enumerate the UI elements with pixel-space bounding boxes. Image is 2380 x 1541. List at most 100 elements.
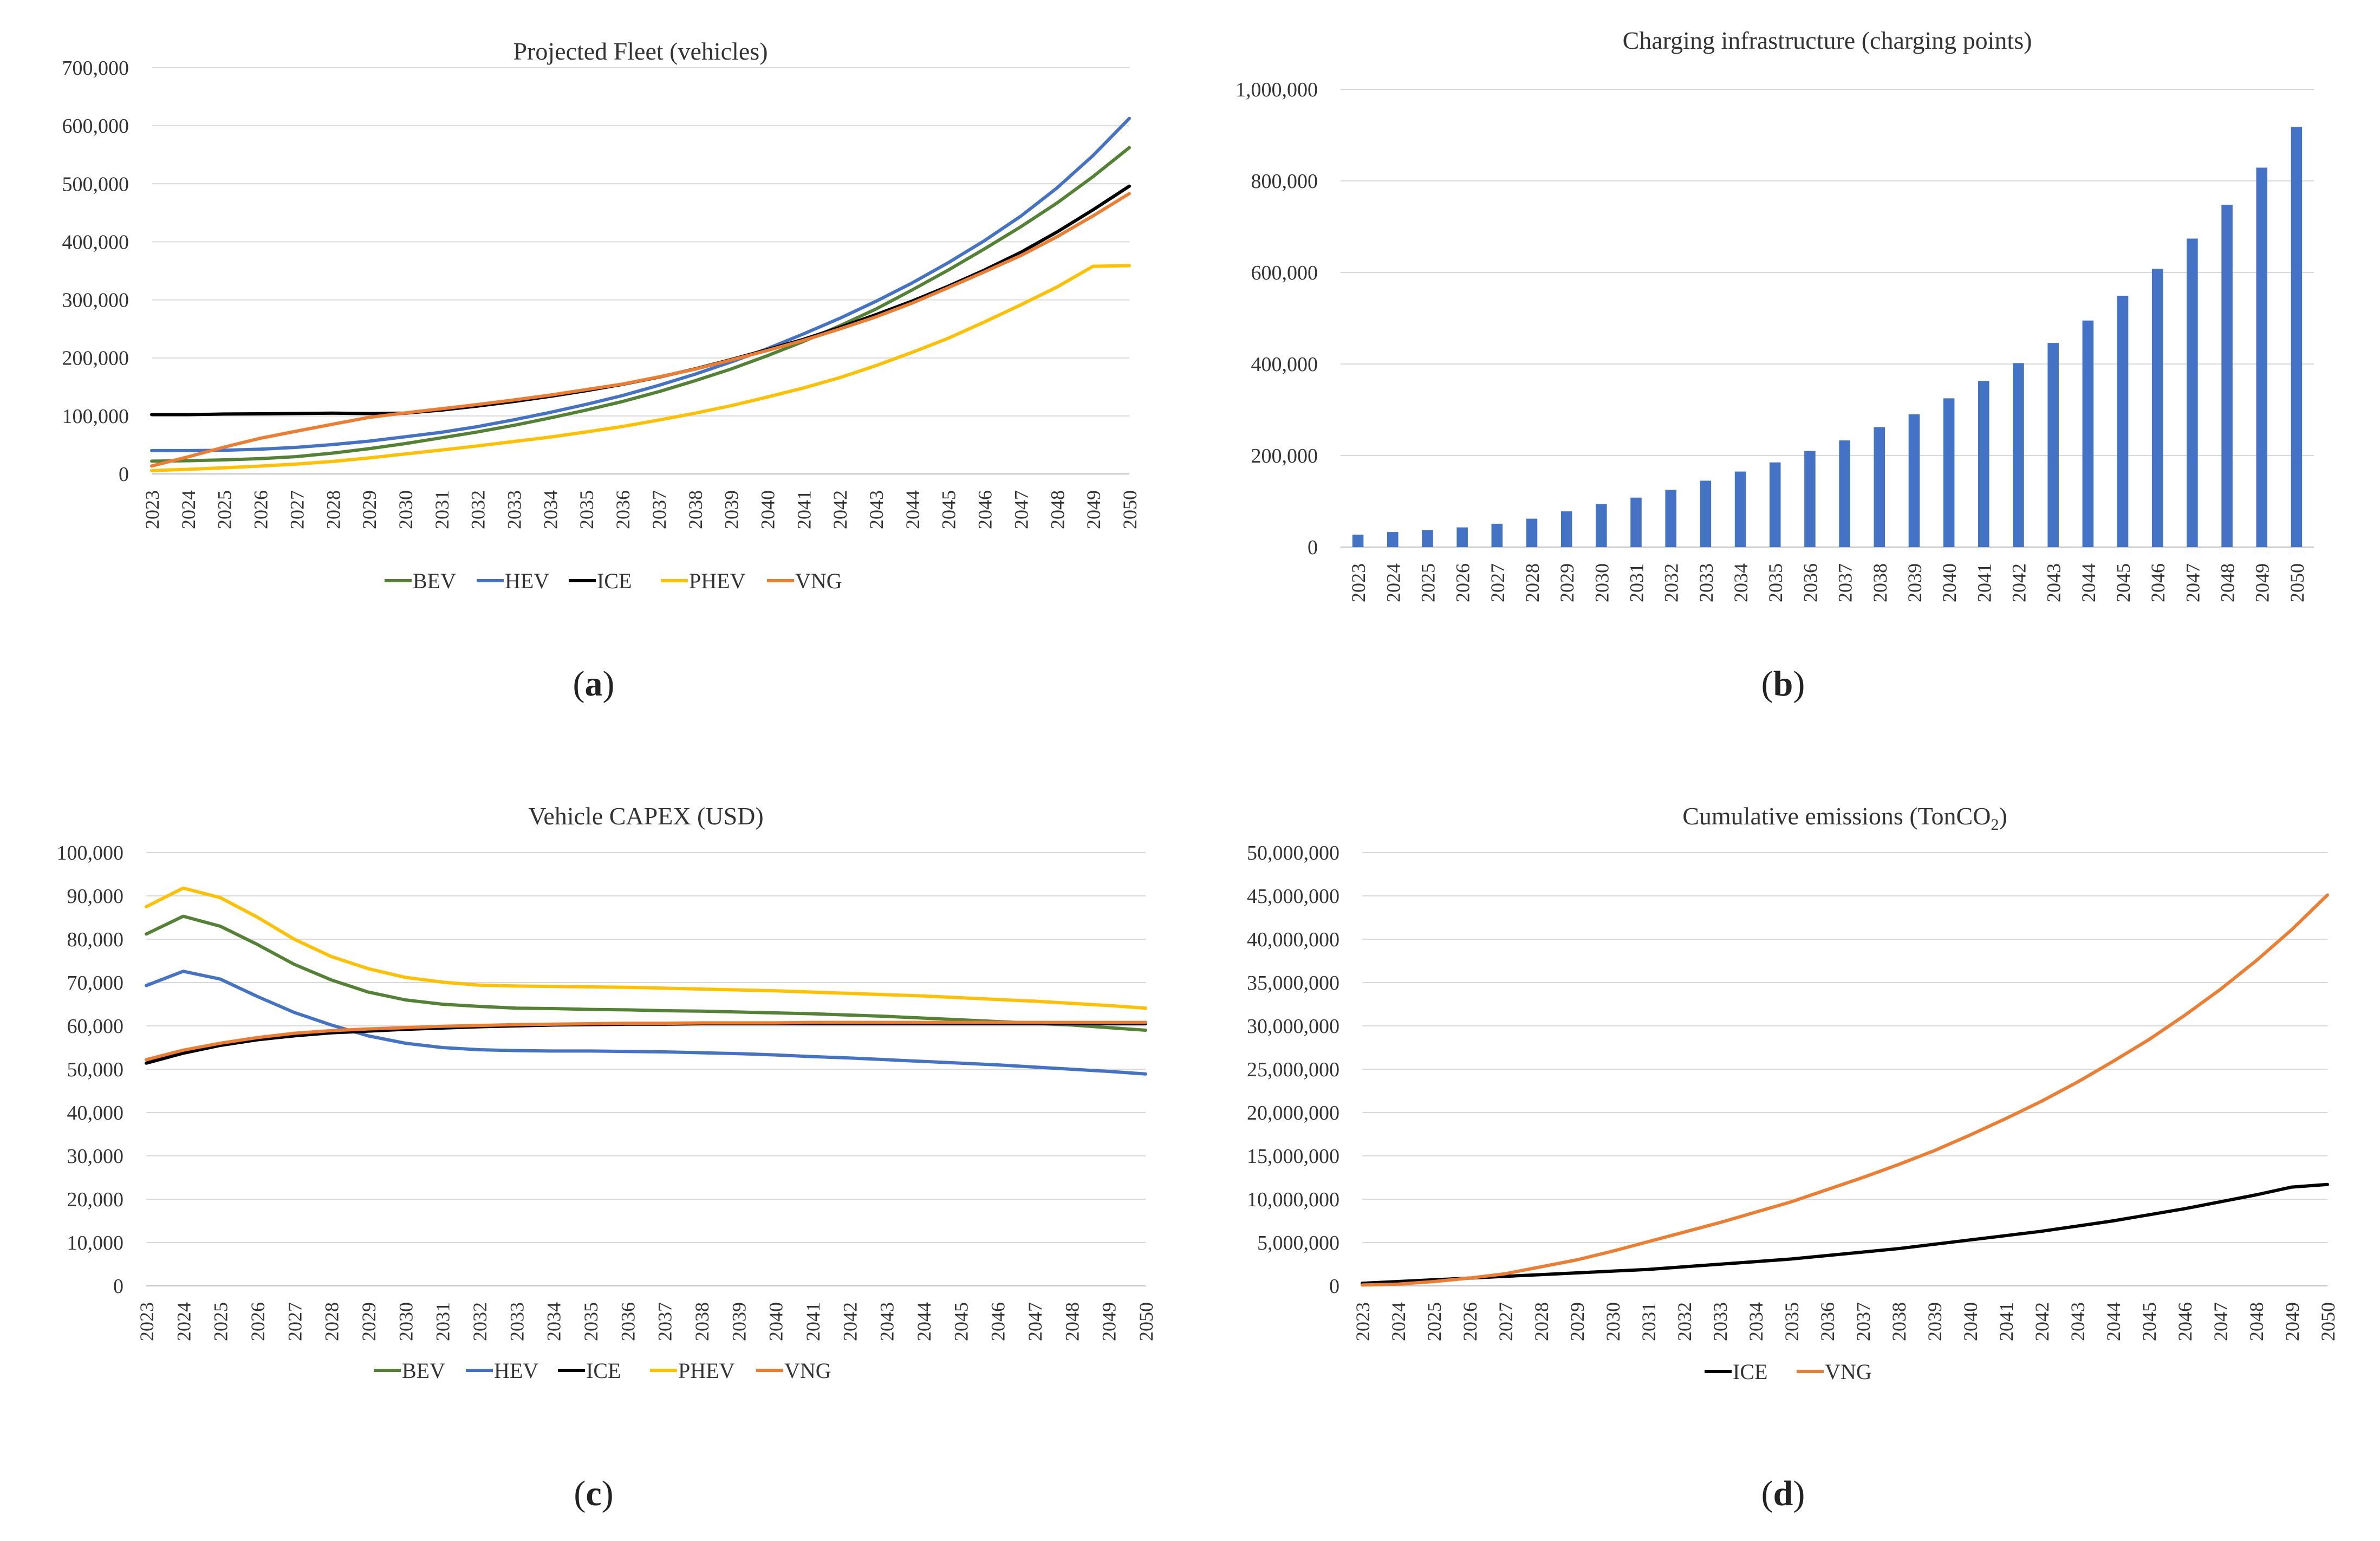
chart-c-ytick-label: 10,000 <box>67 1232 124 1254</box>
chart-d-xtick-label: 2029 <box>1566 1302 1588 1341</box>
chart-d-xtick-label: 2044 <box>2103 1302 2124 1341</box>
chart-d-ytick-label: 30,000,000 <box>1247 1015 1339 1038</box>
chart-c-xtick-label: 2024 <box>173 1302 194 1341</box>
chart-b-xtick-label: 2024 <box>1382 563 1404 602</box>
chart-c-xtick-label: 2028 <box>321 1302 343 1341</box>
chart-d-xtick-label: 2039 <box>1924 1302 1946 1341</box>
chart-c-xtick-label: 2038 <box>691 1302 713 1341</box>
chart-a-xtick-label: 2043 <box>866 490 887 529</box>
chart-d-ytick-label: 10,000,000 <box>1247 1188 1339 1211</box>
chart-d-ytick-label: 25,000,000 <box>1247 1058 1339 1081</box>
chart-b-ytick-label: 0 <box>1308 536 1318 559</box>
chart-c-ytick-label: 40,000 <box>67 1102 124 1124</box>
chart-a-xtick-label: 2039 <box>721 490 743 529</box>
chart-a-ytick-label: 400,000 <box>62 231 129 253</box>
chart-d-xtick-label: 2048 <box>2246 1302 2267 1341</box>
chart-d-xtick-label: 2024 <box>1388 1302 1409 1341</box>
chart-b-bar <box>1665 490 1676 547</box>
chart-b-bar <box>1908 414 1920 547</box>
chart-b-xtick-label: 2049 <box>2252 563 2273 602</box>
chart-a-xtick-label: 2038 <box>685 490 706 529</box>
chart-d-ytick-label: 50,000,000 <box>1247 842 1339 864</box>
chart-c-xtick-label: 2026 <box>247 1302 269 1341</box>
chart-c-xtick-label: 2034 <box>543 1302 565 1341</box>
chart-b-xtick-label: 2040 <box>1939 563 1960 602</box>
chart-panel-d: Cumulative emissions (TonCO2) 0 5,000,000 1… <box>1190 770 2380 1541</box>
chart-a-ytick-label: 500,000 <box>62 173 129 196</box>
chart-d-xtick-label: 2028 <box>1531 1302 1552 1341</box>
chart-c-xtick-label: 2044 <box>913 1302 935 1341</box>
chart-d-title: Cumulative emissions (TonCO2) <box>1682 802 2007 834</box>
chart-b-bar <box>2013 363 2024 547</box>
chart-d-xtick-label: 2038 <box>1888 1302 1910 1341</box>
chart-c-legend-label: VNG <box>784 1358 831 1383</box>
chart-d-xtick-label: 2036 <box>1817 1302 1838 1341</box>
chart-panel-a: Projected Fleet (vehicles) 0 100,000 200,00… <box>0 0 1190 770</box>
chart-d-xtick-label: 2037 <box>1852 1302 1874 1341</box>
chart-b-xtick-label: 2047 <box>2182 563 2203 602</box>
chart-c-xtick-label: 2027 <box>284 1302 305 1341</box>
chart-c-ytick-label: 20,000 <box>67 1188 124 1211</box>
chart-b-xtick-label: 2034 <box>1730 563 1752 602</box>
chart-b-xtick-label: 2042 <box>2008 563 2030 602</box>
chart-b-xtick-label: 2025 <box>1417 563 1439 602</box>
chart-c-ytick-label: 50,000 <box>67 1058 124 1081</box>
chart-c-series-bev <box>145 914 1147 1032</box>
chart-c-xtick-label: 2036 <box>617 1302 639 1341</box>
chart-b-xtick-label: 2044 <box>2078 563 2099 602</box>
chart-c-series-vng <box>145 1020 1147 1062</box>
chart-b-xtick-label: 2033 <box>1695 563 1717 602</box>
chart-c-xtick-label: 2050 <box>1135 1302 1157 1341</box>
chart-c-ytick-label: 60,000 <box>67 1015 124 1038</box>
chart-c-xtick-label: 2035 <box>580 1302 602 1341</box>
chart-a-xtick-label: 2050 <box>1119 490 1141 529</box>
chart-a-xtick-label: 2045 <box>938 490 960 529</box>
chart-a-legend-label: ICE <box>597 569 632 593</box>
chart-c-xtick-label: 2023 <box>136 1302 158 1341</box>
chart-a-xtick-label: 2042 <box>829 490 851 529</box>
chart-d-xtick-label: 2043 <box>2067 1302 2089 1341</box>
chart-a-xtick-label: 2029 <box>359 490 380 529</box>
chart-d-xtick-label: 2041 <box>1995 1302 2017 1341</box>
chart-a-xtick-label: 2025 <box>214 490 236 529</box>
chart-a-series-hev <box>150 116 1131 452</box>
chart-b-bar <box>1560 511 1572 547</box>
chart-b-xtick-label: 2031 <box>1626 563 1648 602</box>
chart-b-xtick-label: 2032 <box>1661 563 1682 602</box>
chart-d-xtick-label: 2049 <box>2281 1302 2303 1341</box>
chart-b-xtick-label: 2037 <box>1835 563 1856 602</box>
chart-d-series-ice <box>1361 1182 2329 1285</box>
chart-c-xtick-label: 2037 <box>654 1302 676 1341</box>
chart-c-xtick-label: 2040 <box>765 1302 787 1341</box>
chart-c-series-phev <box>145 886 1147 1010</box>
chart-d-xtick-label: 2030 <box>1602 1302 1624 1341</box>
chart-a-legend-label: HEV <box>505 569 549 593</box>
chart-a-xtick-label: 2031 <box>431 490 453 529</box>
chart-b-xtick-label: 2048 <box>2217 563 2239 602</box>
caption-a-letter: a <box>584 664 603 704</box>
chart-a-xtick-label: 2049 <box>1083 490 1104 529</box>
chart-b-xtick-label: 2026 <box>1452 563 1474 602</box>
chart-b-bar <box>1352 535 1364 547</box>
chart-panel-b: Charging infrastructure (charging points… <box>1190 0 2380 770</box>
chart-c-xtick-label: 2047 <box>1024 1302 1046 1341</box>
chart-c-ytick-label: 100,000 <box>57 842 124 864</box>
chart-b-ytick-label: 1,000,000 <box>1235 79 1318 101</box>
chart-c-xtick-label: 2039 <box>728 1302 750 1341</box>
chart-b-bar <box>1491 523 1503 547</box>
caption-d: (d) <box>1761 1474 1805 1513</box>
chart-a-xtick-label: 2026 <box>250 490 272 529</box>
chart-d-xtick-label: 2045 <box>2138 1302 2160 1341</box>
chart-b-bar <box>1769 462 1781 547</box>
chart-d-ytick-label: 0 <box>1329 1275 1339 1298</box>
chart-b-xtick-label: 2027 <box>1487 563 1508 602</box>
chart-c-series-ice <box>145 1022 1147 1065</box>
chart-b-bar <box>2117 296 2129 547</box>
chart-c-xtick-label: 2041 <box>802 1302 824 1341</box>
chart-c-ytick-label: 80,000 <box>67 928 124 951</box>
chart-a-xtick-label: 2037 <box>648 490 670 529</box>
caption-a: (a) <box>573 664 615 704</box>
chart-b-bar <box>2082 320 2094 547</box>
chart-d-xtick-label: 2034 <box>1745 1302 1767 1341</box>
chart-d-xtick-label: 2025 <box>1423 1302 1445 1341</box>
